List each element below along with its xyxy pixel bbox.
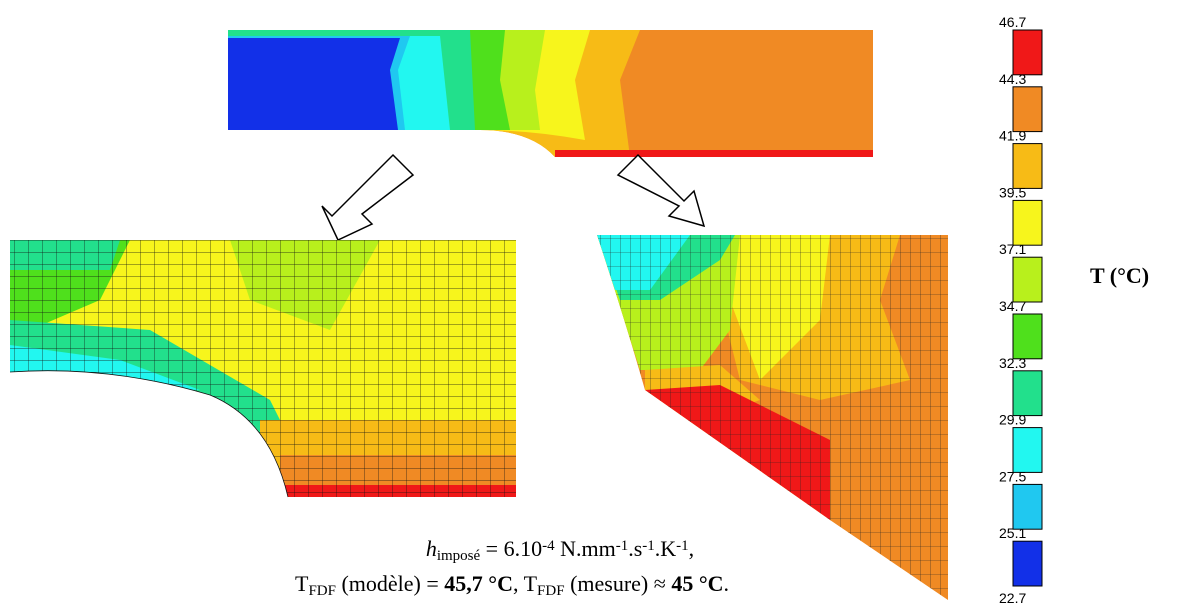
colorbar-box (1012, 483, 1043, 530)
colorbar-box (1012, 256, 1043, 303)
caption-text: . (724, 571, 730, 596)
colorbar-box (1012, 29, 1043, 76)
caption-text: -4 (542, 538, 555, 554)
caption-text: (modèle) = (336, 571, 444, 596)
caption-text: .s (628, 536, 642, 561)
arrow (321, 153, 415, 241)
colorbar-box (1012, 86, 1043, 133)
caption-text: 45 °C (671, 571, 723, 596)
caption-text: -1 (642, 538, 655, 554)
colorbar-tick-label: 46.7 (999, 14, 1026, 30)
caption-text: , (689, 536, 695, 561)
colorbar-tick-label: 22.7 (999, 590, 1026, 605)
colorbar-label: T (°C) (1090, 263, 1149, 288)
caption-text: T (295, 571, 309, 596)
caption-line: himposé = 6.10-4 N.mm-1.s-1.K-1, (426, 536, 694, 564)
caption-text: .K (655, 536, 677, 561)
caption-text: = 6.10 (480, 536, 542, 561)
colorbar-box (1012, 143, 1043, 189)
colorbar-box (1012, 540, 1043, 587)
colorbar-box (1012, 313, 1043, 360)
caption-text: h (426, 536, 437, 561)
caption-text: (mesure) ≈ (565, 571, 672, 596)
top-contour (228, 30, 873, 157)
caption-text: 45,7 °C (444, 571, 513, 596)
colorbar-box (1012, 370, 1043, 417)
arrow (616, 153, 706, 228)
caption-text: , T (513, 571, 538, 596)
caption-text: N.mm (555, 536, 616, 561)
caption-text: imposé (437, 548, 481, 564)
left-contour (10, 240, 516, 497)
colorbar-box (1012, 427, 1043, 473)
caption-line: TFDF (modèle) = 45,7 °C, TFDF (mesure) ≈… (295, 571, 729, 599)
colorbar-box (1012, 199, 1043, 246)
caption-text: -1 (616, 538, 629, 554)
caption-text: FDF (308, 583, 336, 599)
caption-text: -1 (676, 538, 689, 554)
colorbar: 46.744.341.939.537.134.732.329.927.525.1… (999, 14, 1043, 605)
caption-text: FDF (537, 583, 565, 599)
